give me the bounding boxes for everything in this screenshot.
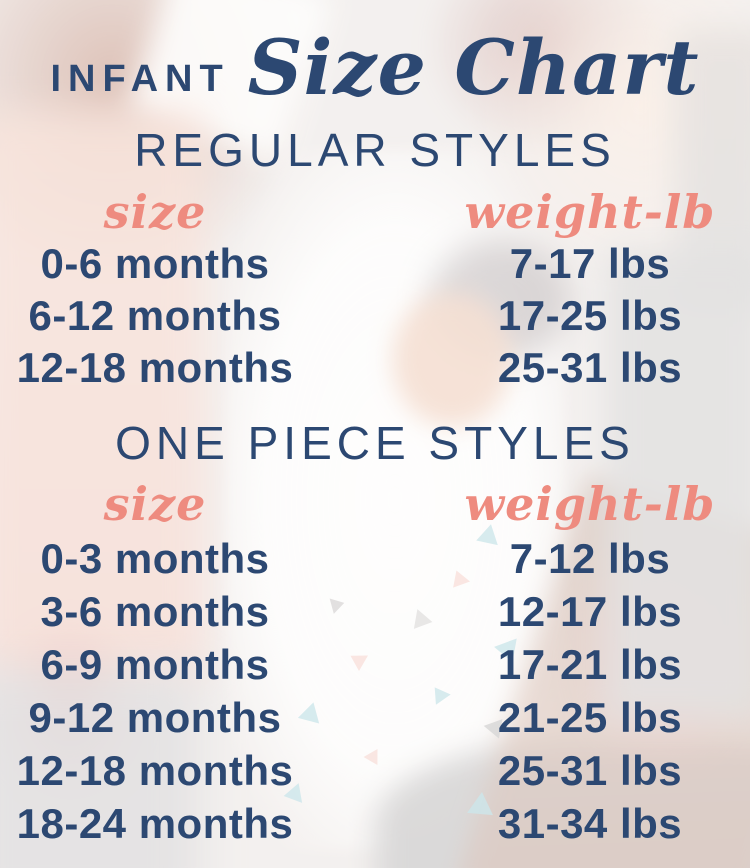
weight-cell: 21-25 lbs: [497, 694, 683, 741]
size-cell: 18-24 months: [16, 800, 294, 847]
section-regular-styles: REGULAR STYLES size weight-lb 0-6 months…: [0, 114, 750, 394]
table-row: 9-12 months 21-25 lbs: [0, 691, 750, 744]
column-header-row: size weight-lb: [0, 476, 750, 532]
size-cell: 6-9 months: [40, 641, 270, 688]
weight-cell: 17-25 lbs: [497, 292, 683, 339]
bg-hair-right: [605, 250, 750, 720]
weight-cell: 25-31 lbs: [497, 747, 683, 794]
column-header-row: size weight-lb: [0, 186, 750, 238]
weight-cell: 25-31 lbs: [497, 344, 683, 391]
table-row: 6-9 months 17-21 lbs: [0, 638, 750, 691]
size-cell: 12-18 months: [16, 344, 294, 391]
table-row: 0-6 months 7-17 lbs: [0, 238, 750, 290]
table-row: 12-18 months 25-31 lbs: [0, 744, 750, 797]
table-row: 18-24 months 31-34 lbs: [0, 797, 750, 850]
weight-cell: 12-17 lbs: [497, 588, 683, 635]
column-header-weight: weight-lb: [464, 477, 716, 531]
section-heading-regular: REGULAR STYLES: [134, 124, 616, 176]
page-title: INFANT Size Chart: [0, 0, 750, 114]
weight-cell: 7-17 lbs: [509, 240, 671, 287]
size-cell: 0-6 months: [40, 240, 270, 287]
column-header-size: size: [103, 477, 207, 531]
column-header-weight: weight-lb: [464, 185, 716, 239]
table-row: 0-3 months 7-12 lbs: [0, 532, 750, 585]
table-row: 6-12 months 17-25 lbs: [0, 290, 750, 342]
size-cell: 0-3 months: [40, 535, 270, 582]
bg-child-hand: [392, 292, 512, 427]
table-row: 3-6 months 12-17 lbs: [0, 585, 750, 638]
title-prefix: INFANT: [50, 58, 230, 100]
weight-cell: 17-21 lbs: [497, 641, 683, 688]
size-cell: 9-12 months: [28, 694, 282, 741]
weight-cell: 7-12 lbs: [509, 535, 671, 582]
size-cell: 12-18 months: [16, 747, 294, 794]
size-cell: 3-6 months: [40, 588, 270, 635]
section-heading-one-piece: ONE PIECE STYLES: [115, 417, 635, 469]
size-cell: 6-12 months: [28, 292, 282, 339]
section-one-piece-styles: ONE PIECE STYLES size weight-lb 0-3 mont…: [0, 410, 750, 850]
bg-fabric-left: [0, 110, 205, 680]
table-row: 12-18 months 25-31 lbs: [0, 342, 750, 394]
title-script: Size Chart: [247, 22, 700, 112]
weight-cell: 31-34 lbs: [497, 800, 683, 847]
column-header-size: size: [103, 185, 207, 239]
bg-shadow-bottomleft: [0, 668, 200, 868]
